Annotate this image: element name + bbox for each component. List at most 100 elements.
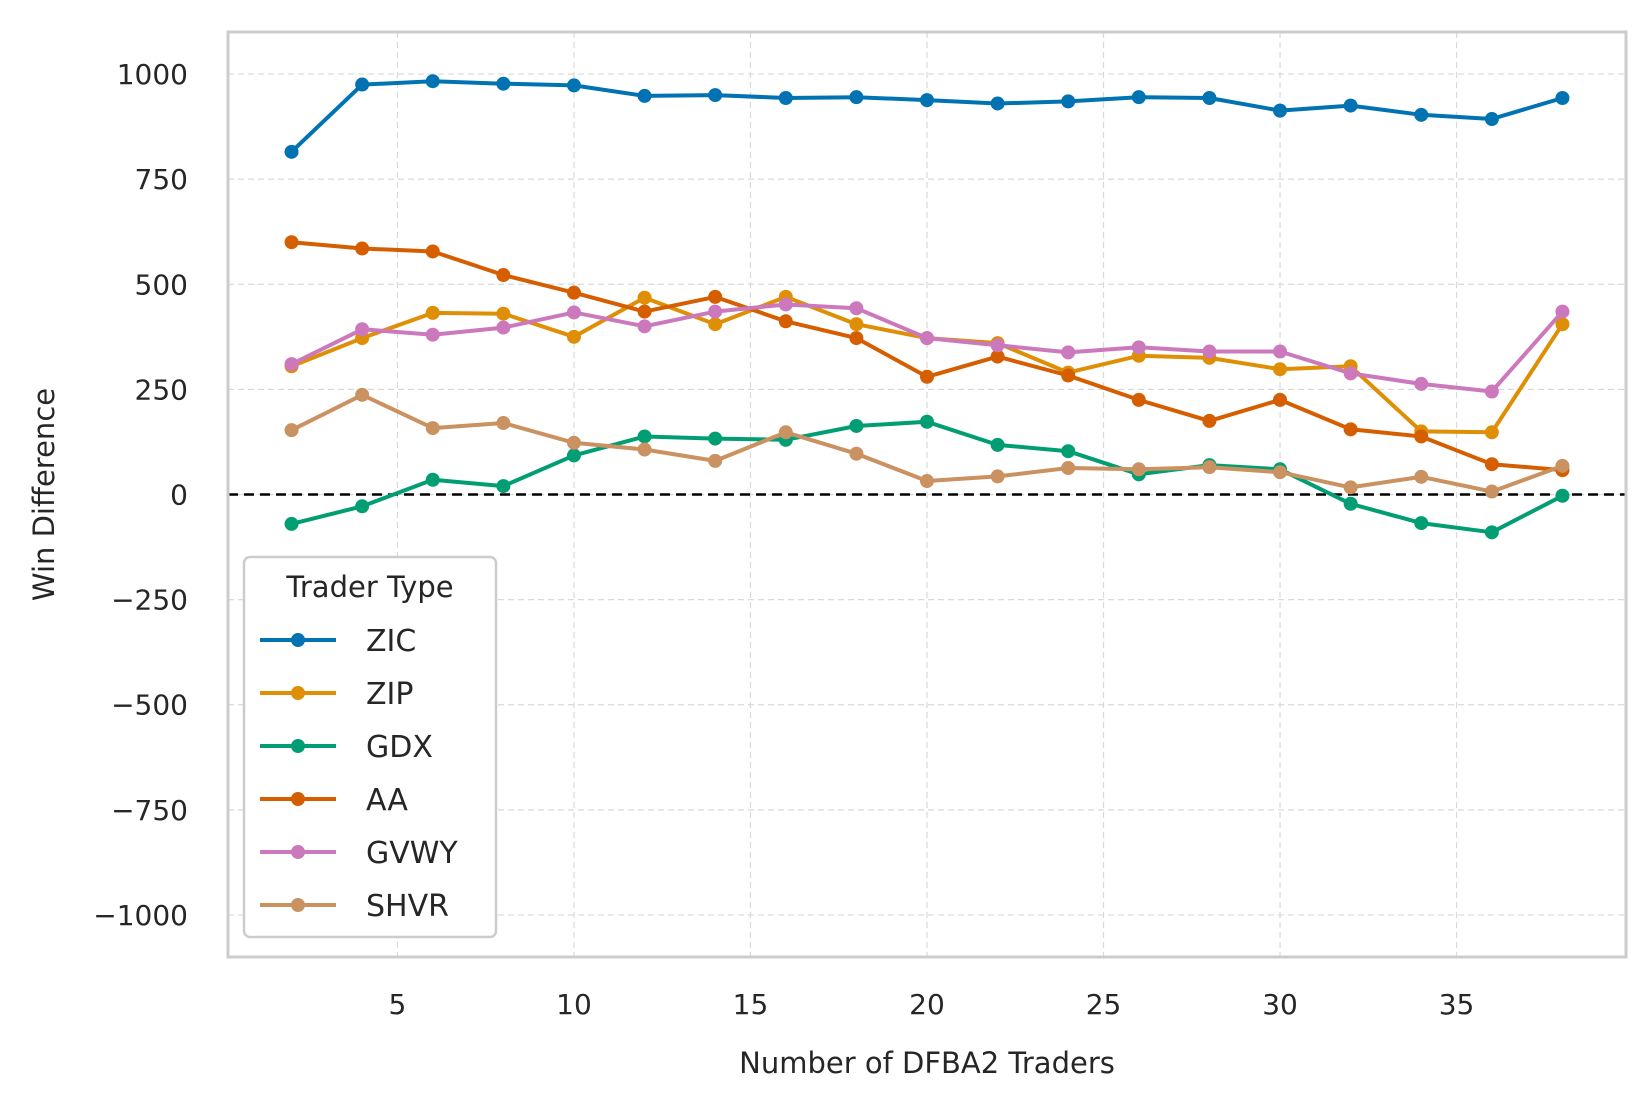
data-point [1414,469,1429,484]
data-point [990,96,1005,111]
data-point [355,387,370,402]
data-point [1273,344,1288,359]
y-tick-label: 250 [135,373,188,406]
data-point [708,317,723,332]
data-point [637,429,652,444]
data-point [566,285,581,300]
data-point [849,418,864,433]
x-tick-label: 5 [389,988,407,1021]
legend-swatch-marker [291,739,305,753]
data-point [1061,444,1076,459]
x-tick-label: 35 [1439,988,1475,1021]
data-point [920,331,934,346]
data-point [920,414,934,429]
x-tick-label: 10 [556,988,592,1021]
x-tick-label: 15 [733,988,769,1021]
legend-item-aa: AA [260,783,408,818]
data-point [1343,366,1358,381]
legend-swatch-marker [291,792,305,806]
legend-item-zic: ZIC [260,624,416,659]
data-point [566,448,581,463]
data-point [284,516,299,531]
data-point [849,446,864,461]
legend-item-gvwy: GVWY [260,836,458,871]
data-point [1061,345,1076,360]
series-gvwy [284,297,1570,399]
data-point [496,479,511,494]
data-point [637,290,652,305]
series-zic [284,74,1570,159]
legend-label: ZIC [366,624,416,659]
data-point [637,319,652,334]
data-point [566,305,581,320]
data-point [1131,462,1146,477]
data-point [566,435,581,450]
legend: Trader Type ZIC ZIP GDX AA GVWY SHVR [242,555,498,939]
data-point [990,469,1005,484]
data-point [1131,340,1146,355]
data-point [708,431,723,446]
data-point [778,425,793,440]
legend-swatch-marker [291,845,305,859]
data-point [1343,496,1358,511]
data-point [1343,480,1358,495]
x-tick-labels: 5 10 15 20 25 30 35 [389,988,1475,1021]
data-point [1131,392,1146,407]
data-point [496,416,511,431]
legend-item-shvr: SHVR [260,889,449,924]
data-point [637,88,652,103]
data-point [990,338,1005,353]
y-axis-label: Win Difference [27,388,61,601]
data-point [284,423,299,438]
y-tick-label: 1000 [117,58,188,91]
data-point [284,235,299,250]
data-point [778,314,793,329]
data-point [355,77,370,92]
data-point [1414,107,1429,122]
data-point [708,88,723,103]
y-tick-labels: −1000 −750 −500 −250 0 250 500 750 1000 [93,58,188,932]
data-point [1061,368,1076,383]
y-tick-label: −500 [111,689,188,722]
data-point [284,357,299,372]
legend-label: AA [366,783,408,818]
data-point [1414,376,1429,391]
data-point [425,472,440,487]
data-point [1555,91,1570,106]
data-point [1484,484,1499,499]
data-point [1484,384,1499,399]
data-point [849,331,864,346]
data-point [708,453,723,468]
data-point [425,74,440,89]
data-point [1202,91,1217,106]
y-tick-label: −1000 [93,899,188,932]
data-point [1273,465,1288,480]
data-point [1414,429,1429,444]
data-point [1061,461,1076,476]
data-point [355,322,370,337]
data-point [637,442,652,457]
legend-label: ZIP [366,677,414,712]
data-point [425,305,440,320]
data-point [1202,344,1217,359]
data-point [708,289,723,304]
data-point [496,268,511,283]
series-shvr [284,387,1570,499]
data-point [1273,103,1288,118]
data-point [355,241,370,256]
data-point [1061,94,1076,109]
data-point [1202,460,1217,475]
data-point [1484,457,1499,472]
data-point [778,91,793,106]
series-lines [284,74,1570,540]
plot-frame [226,30,1628,959]
legend-label: GDX [366,730,433,765]
data-point [1484,425,1499,440]
data-point [920,369,934,384]
data-point [1273,392,1288,407]
data-point [849,317,864,332]
data-point [637,304,652,319]
y-tick-label: −250 [111,584,188,617]
y-tick-label: 750 [135,163,188,196]
data-point [990,437,1005,452]
